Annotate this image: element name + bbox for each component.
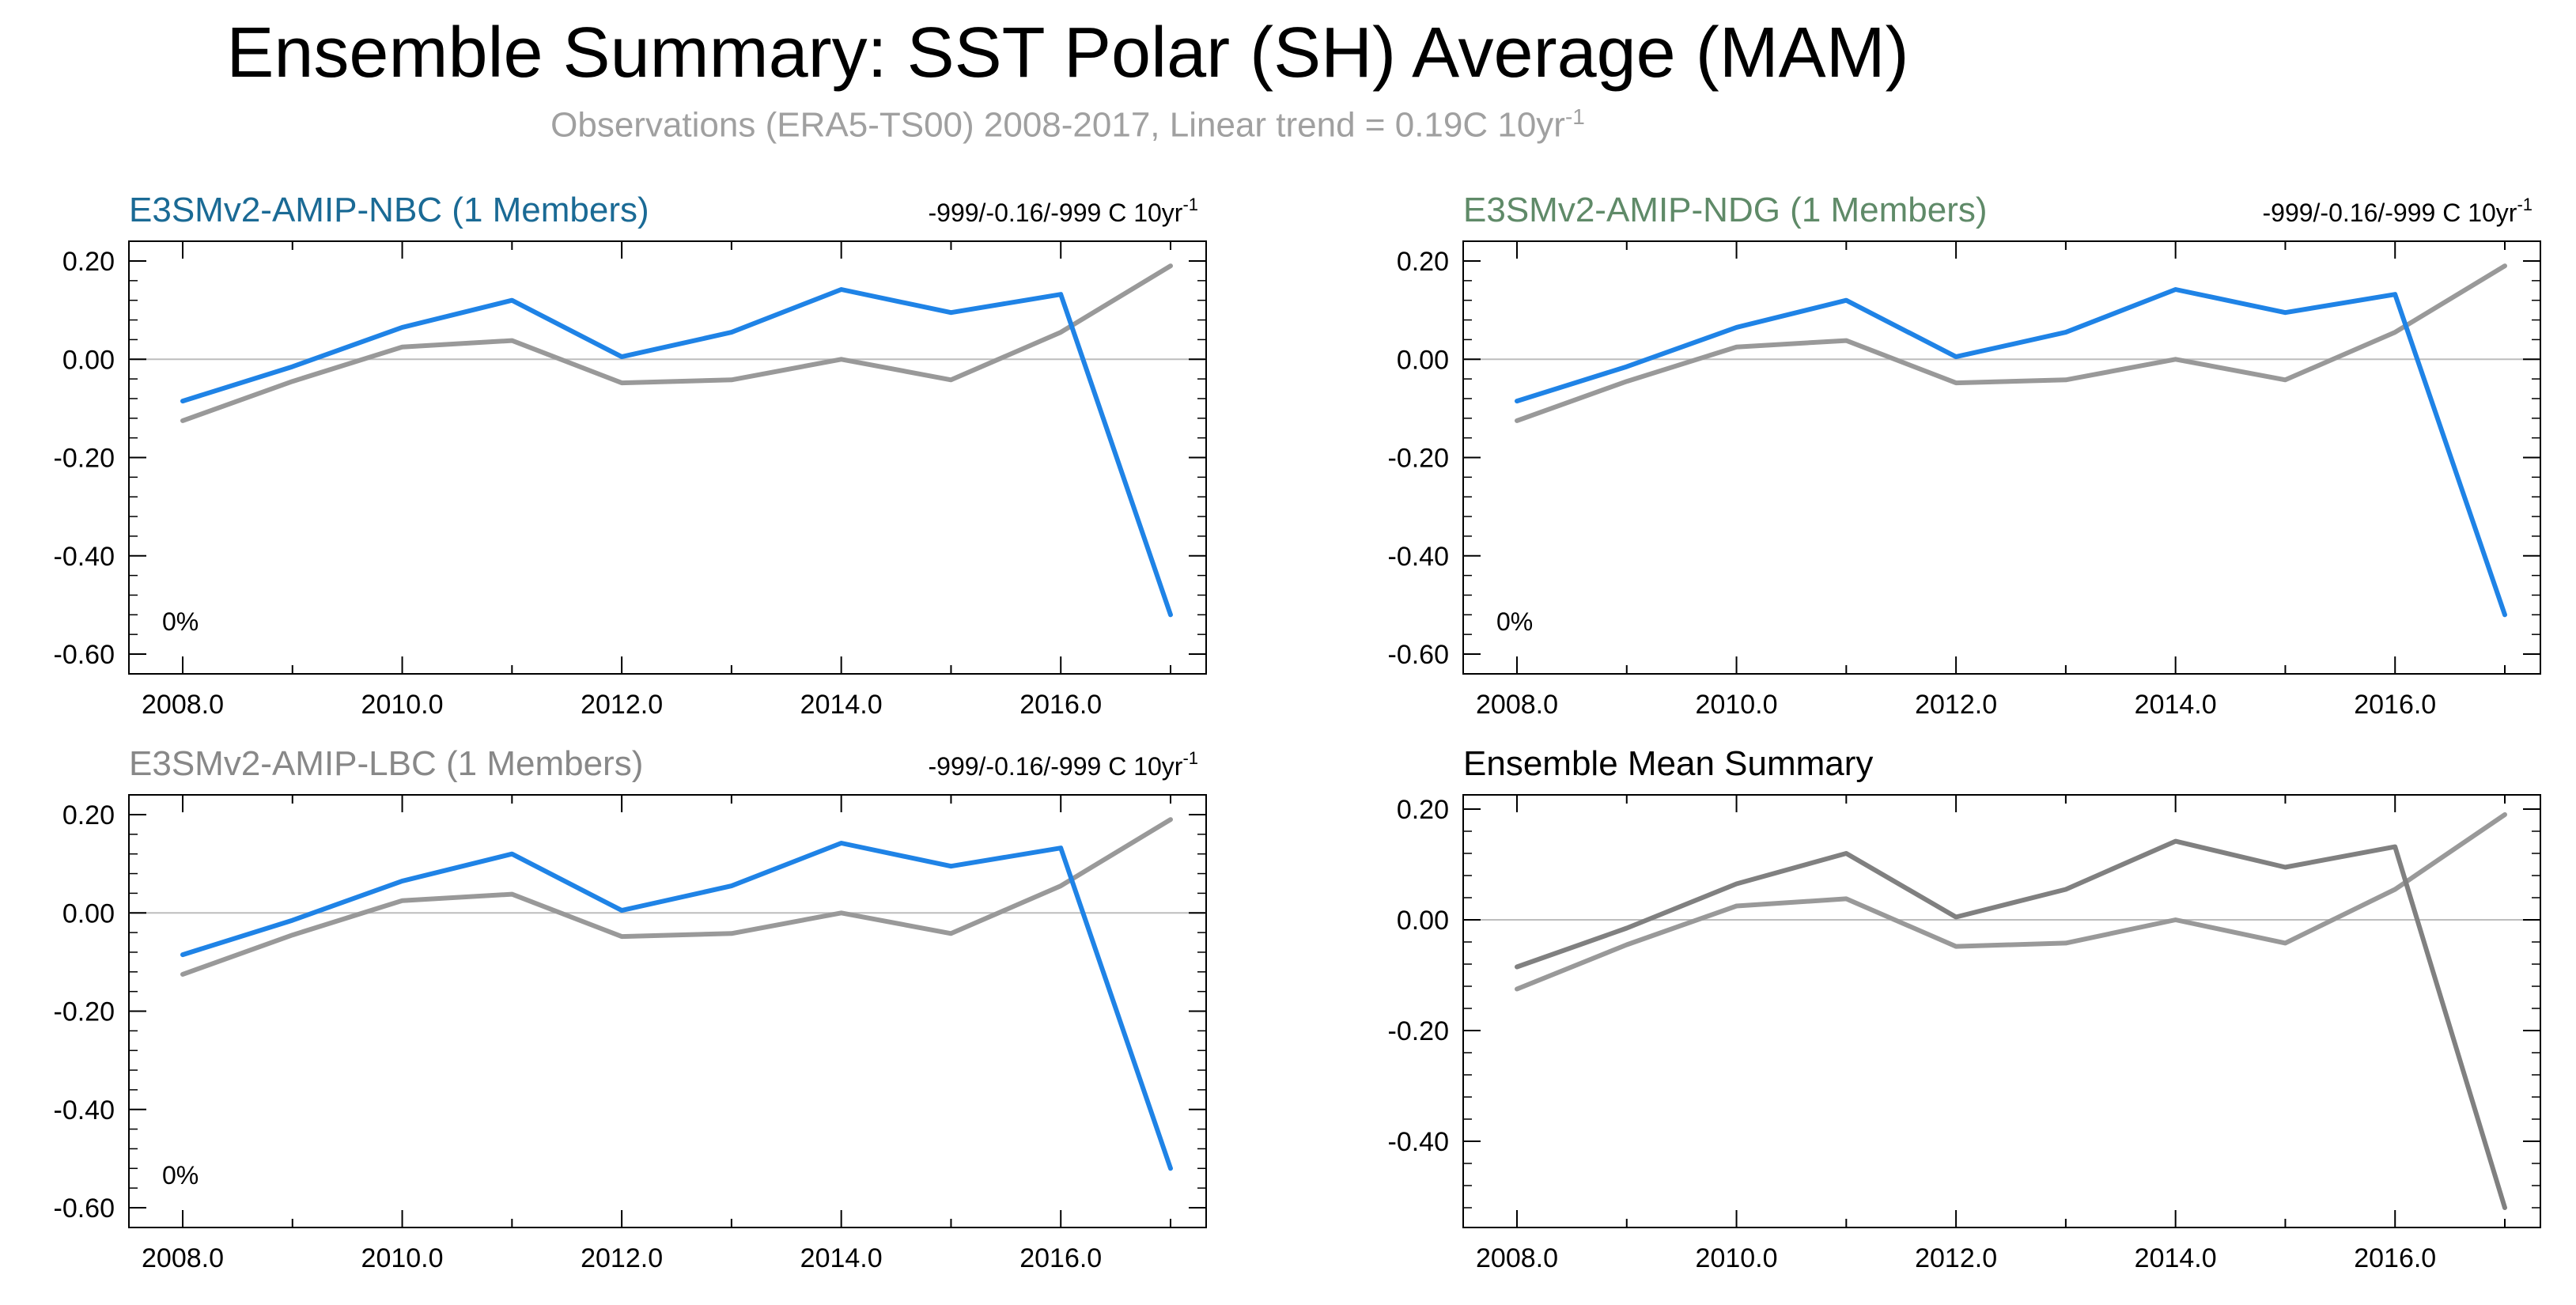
y-tick-label: -0.40	[54, 1095, 115, 1125]
x-tick-label: 2016.0	[1019, 1243, 1102, 1273]
y-tick-label: 0.00	[62, 345, 115, 375]
panel-title: E3SMv2-AMIP-LBC (1 Members)	[129, 744, 643, 783]
y-tick-label: -0.40	[1388, 542, 1450, 572]
panel-title: Ensemble Mean Summary	[1463, 744, 1873, 783]
trend-label-superscript: -1	[2517, 195, 2532, 214]
trend-label: -999/-0.16/-999 C 10yr-1	[2262, 195, 2532, 227]
y-tick-label: 0.20	[1397, 795, 1449, 825]
y-tick-label: -0.40	[1388, 1127, 1450, 1157]
x-tick-label: 2012.0	[1915, 1243, 1997, 1273]
y-tick-label: 0.00	[62, 898, 115, 929]
panel-title: E3SMv2-AMIP-NDG (1 Members)	[1463, 191, 1988, 229]
observation-series-line	[180, 263, 1173, 423]
x-tick-label: 2014.0	[2135, 1243, 2217, 1273]
panel-ndg: E3SMv2-AMIP-NDG (1 Members) -999/-0.16/-9…	[1388, 191, 2541, 720]
model-series-line	[1515, 287, 2507, 618]
plot-frame	[1462, 794, 2541, 1228]
panel-lbc: E3SMv2-AMIP-LBC (1 Members) -999/-0.16/-9…	[54, 744, 1207, 1273]
subtitle-superscript: -1	[1564, 104, 1585, 129]
plot-frame	[128, 240, 1207, 675]
x-tick-label: 2016.0	[1019, 690, 1102, 720]
x-tick-label: 2012.0	[581, 1243, 663, 1273]
observation-series-line	[180, 817, 1173, 977]
x-tick-label: 2010.0	[1696, 1243, 1778, 1273]
x-tick-label: 2016.0	[2354, 1243, 2436, 1273]
trend-label-superscript: -1	[1182, 748, 1198, 768]
x-tick-label: 2008.0	[142, 690, 224, 720]
y-tick-label: -0.60	[54, 640, 115, 670]
x-tick-label: 2008.0	[142, 1243, 224, 1273]
y-tick-label: -0.20	[1388, 444, 1450, 474]
y-tick-label: -0.20	[54, 444, 115, 474]
trend-label-text: -999/-0.16/-999 C 10yr	[928, 752, 1182, 781]
x-tick-label: 2010.0	[1696, 690, 1778, 720]
trend-label-superscript: -1	[1182, 195, 1198, 214]
x-tick-label: 2014.0	[800, 690, 883, 720]
x-tick-label: 2008.0	[1476, 1243, 1558, 1273]
x-tick-label: 2010.0	[361, 690, 444, 720]
x-tick-label: 2016.0	[2354, 690, 2436, 720]
model-series-line	[1515, 838, 2507, 1210]
y-tick-label: -0.60	[54, 1193, 115, 1224]
observation-series-line	[1515, 263, 2507, 423]
x-tick-label: 2014.0	[800, 1243, 883, 1273]
model-series-line	[180, 287, 1173, 618]
y-tick-label: -0.40	[54, 542, 115, 572]
x-tick-label: 2014.0	[2135, 690, 2217, 720]
y-tick-label: 0.00	[1397, 345, 1449, 375]
observation-series-line	[1515, 812, 2507, 992]
x-tick-label: 2012.0	[581, 690, 663, 720]
panel-nbc: E3SMv2-AMIP-NBC (1 Members) -999/-0.16/-9…	[54, 191, 1207, 720]
trend-label: -999/-0.16/-999 C 10yr-1	[928, 195, 1198, 227]
percent-label: 0%	[162, 607, 199, 636]
trend-label: -999/-0.16/-999 C 10yr-1	[928, 748, 1198, 781]
y-tick-label: 0.20	[1397, 247, 1449, 277]
model-series-line	[180, 841, 1173, 1171]
y-tick-label: -0.20	[54, 997, 115, 1027]
trend-label-text: -999/-0.16/-999 C 10yr	[2262, 199, 2517, 227]
percent-label: 0%	[162, 1161, 199, 1190]
figure-subtitle: Observations (ERA5-TS00) 2008-2017, Line…	[0, 106, 2135, 143]
y-tick-label: 0.00	[1397, 906, 1449, 936]
y-tick-label: 0.20	[62, 247, 115, 277]
y-tick-label: 0.20	[62, 800, 115, 830]
panel-mean: Ensemble Mean Summary 0.20 0.00 -0.20 -0.40 2…	[1388, 744, 2541, 1273]
x-tick-label: 2010.0	[361, 1243, 444, 1273]
x-tick-label: 2008.0	[1476, 690, 1558, 720]
y-tick-label: -0.60	[1388, 640, 1450, 670]
subtitle-text: Observations (ERA5-TS00) 2008-2017, Line…	[550, 105, 1565, 145]
figure-title: Ensemble Summary: SST Polar (SH) Average…	[226, 13, 1909, 93]
trend-label-text: -999/-0.16/-999 C 10yr	[928, 199, 1182, 227]
y-tick-label: -0.20	[1388, 1016, 1450, 1046]
panel-title: E3SMv2-AMIP-NBC (1 Members)	[129, 191, 649, 229]
x-tick-label: 2012.0	[1915, 690, 1997, 720]
percent-label: 0%	[1496, 607, 1533, 636]
plot-frame	[1462, 240, 2541, 675]
plot-frame	[128, 794, 1207, 1228]
